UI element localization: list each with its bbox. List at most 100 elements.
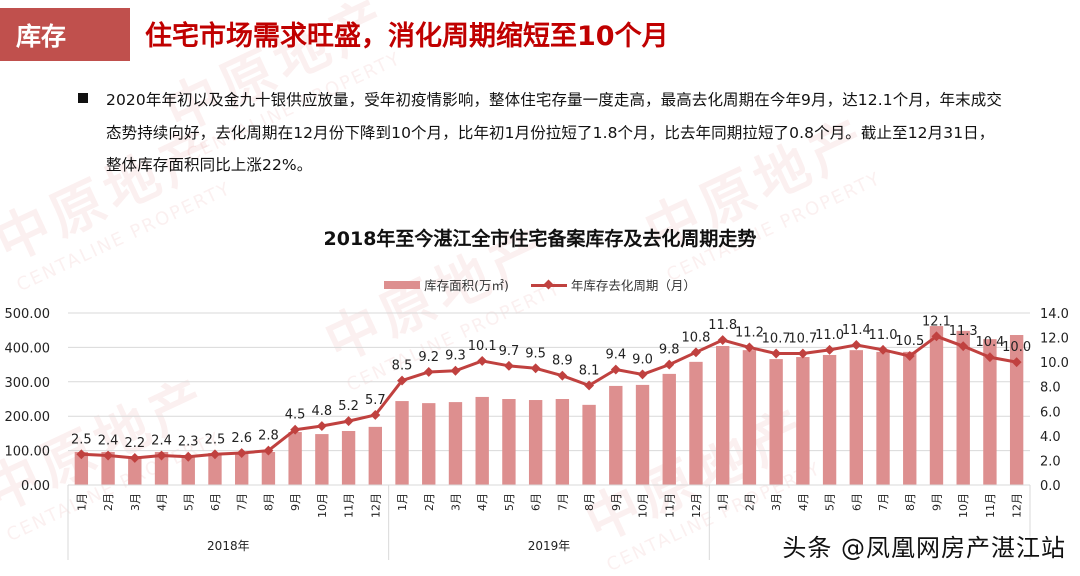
- data-label: 2.8: [258, 429, 279, 444]
- page-headline: 住宅市场需求旺盛，消化周期缩短至10个月: [145, 21, 669, 52]
- data-label: 10.5: [895, 334, 924, 349]
- line-marker: [717, 335, 728, 345]
- data-label: 2.2: [124, 436, 145, 451]
- line-marker: [664, 359, 675, 370]
- data-label: 2.4: [151, 434, 172, 449]
- data-label: 10.4: [975, 335, 1004, 350]
- bar: [956, 330, 970, 485]
- line-marker: [691, 347, 701, 358]
- x-tick-month: 12月: [1011, 493, 1024, 518]
- x-tick-month: 2月: [102, 493, 115, 511]
- data-label: 2.5: [71, 432, 92, 447]
- x-tick-month: 9月: [610, 493, 623, 511]
- line-marker: [584, 380, 595, 391]
- data-label: 9.0: [632, 352, 653, 367]
- x-tick-month: 10月: [316, 493, 329, 518]
- data-label: 5.2: [338, 399, 359, 414]
- x-tick-month: 8月: [904, 493, 917, 511]
- y-right-tick: 0.0: [1040, 479, 1061, 494]
- x-tick-month: 1月: [717, 493, 730, 511]
- bar: [261, 451, 276, 485]
- line-marker: [236, 448, 247, 459]
- x-tick-month: 4月: [476, 493, 489, 511]
- bar: [235, 453, 249, 485]
- y-left-tick: 400.00: [5, 341, 51, 356]
- y-right-tick: 2.0: [1040, 454, 1061, 469]
- y-left-tick: 300.00: [5, 376, 51, 391]
- bar: [689, 361, 703, 485]
- y-left-tick: 200.00: [5, 410, 51, 425]
- data-label: 2.5: [205, 432, 226, 447]
- x-tick-month: 1月: [75, 493, 88, 511]
- bar: [128, 456, 142, 485]
- x-tick-month: 3月: [129, 493, 142, 511]
- x-tick-month: 8月: [583, 493, 596, 511]
- data-label: 8.5: [392, 359, 413, 374]
- bar: [1009, 335, 1024, 485]
- line-marker: [797, 348, 808, 359]
- line-marker: [931, 331, 942, 342]
- data-label: 11.0: [815, 328, 844, 343]
- data-label: 11.2: [735, 325, 764, 340]
- bar: [528, 400, 543, 485]
- line-marker: [530, 363, 541, 374]
- bar: [154, 451, 169, 485]
- x-tick-month: 11月: [663, 493, 676, 518]
- chart-title: 2018年至今湛江全市住宅备案库存及去化周期走势: [323, 228, 757, 250]
- bar: [368, 426, 382, 485]
- bar: [822, 354, 837, 485]
- x-tick-month: 11月: [984, 493, 997, 518]
- line-marker: [984, 352, 995, 363]
- bar: [796, 357, 810, 485]
- line-marker: [824, 344, 835, 355]
- line-marker: [610, 364, 621, 375]
- x-tick-month: 2月: [423, 493, 436, 511]
- x-tick-month: 7月: [877, 493, 890, 511]
- line-marker: [904, 351, 915, 361]
- x-tick-month: 11月: [343, 493, 356, 518]
- data-label: 10.8: [681, 330, 710, 345]
- x-tick-month: 3月: [449, 493, 462, 511]
- x-tick-month: 6月: [530, 493, 543, 511]
- data-label: 5.7: [365, 393, 386, 408]
- data-label: 10.7: [788, 332, 817, 347]
- data-label: 12.1: [922, 314, 951, 329]
- data-label: 9.8: [659, 343, 680, 358]
- legend-label: 年库存去化周期（月）: [570, 278, 696, 293]
- line-marker: [370, 410, 381, 420]
- data-label: 11.8: [708, 318, 737, 333]
- bar: [448, 402, 463, 485]
- section-tag: 库存: [0, 8, 130, 61]
- x-year-label: 2019年: [528, 539, 571, 553]
- bar: [769, 359, 783, 485]
- data-label: 9.3: [445, 349, 466, 364]
- x-tick-month: 3月: [770, 493, 783, 511]
- bar: [716, 346, 730, 485]
- line-marker: [450, 365, 461, 376]
- y-right-tick: 8.0: [1040, 381, 1061, 396]
- bullet-text: 2020年年初以及金九十银供应放量，受年初疫情影响，整体住宅存量一度走高，最高去…: [106, 91, 1002, 174]
- x-tick-month: 6月: [209, 493, 222, 511]
- x-tick-month: 12月: [690, 493, 703, 518]
- line-marker: [771, 348, 782, 359]
- legend-label: 库存面积(万㎡): [424, 278, 509, 293]
- line-marker: [503, 360, 514, 371]
- y-right-tick: 10.0: [1040, 356, 1069, 371]
- legend-item-cycle: 年库存去化周期（月）: [530, 275, 696, 294]
- y-left-tick: 100.00: [5, 445, 51, 460]
- x-tick-month: 8月: [262, 493, 275, 511]
- bar: [341, 430, 356, 485]
- bar-swatch-icon: [384, 280, 421, 289]
- bar: [742, 350, 757, 485]
- data-label: 10.7: [762, 332, 791, 347]
- data-label: 2.3: [178, 435, 199, 450]
- data-label: 8.9: [552, 354, 573, 369]
- line-marker: [343, 416, 354, 427]
- line-marker: [477, 355, 488, 366]
- line-marker: [1011, 357, 1022, 368]
- x-tick-month: 6月: [850, 493, 863, 511]
- bar: [315, 434, 329, 485]
- bar: [422, 403, 436, 485]
- x-tick-month: 10月: [957, 493, 970, 518]
- bar: [849, 350, 863, 485]
